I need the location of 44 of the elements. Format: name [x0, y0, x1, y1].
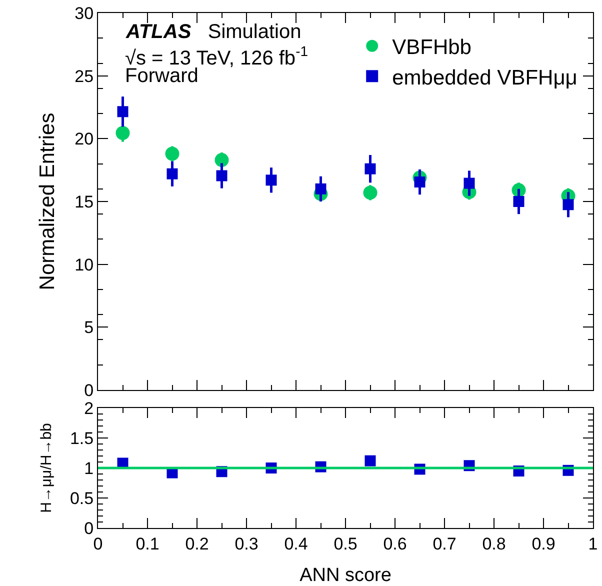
point — [117, 106, 128, 118]
point — [513, 196, 524, 207]
point — [166, 168, 178, 180]
x-axis-title: ANN score — [300, 565, 392, 586]
point — [562, 199, 574, 210]
point — [214, 153, 229, 168]
y-tick-label: 0 — [84, 518, 94, 538]
point — [315, 183, 326, 194]
y-tick-label: 5 — [84, 318, 94, 338]
x-tick-label: 0.8 — [482, 534, 506, 554]
point — [414, 176, 426, 188]
legend-label: VBFHbb — [392, 36, 472, 60]
y-tick-label: 30 — [74, 4, 94, 23]
y-tick-label: 2 — [84, 398, 94, 418]
x-tick-label: 0.7 — [432, 534, 456, 554]
y-tick-label: 1.5 — [70, 428, 94, 448]
x-tick-label: 0.1 — [136, 534, 160, 554]
x-tick-label: 0.3 — [234, 534, 258, 554]
x-tick-label: 0.4 — [284, 534, 308, 554]
point — [216, 170, 228, 182]
point — [266, 174, 277, 186]
x-tick-label: 0.2 — [185, 534, 209, 554]
y-axis-title: Normalized Entries — [36, 112, 59, 290]
point — [364, 455, 376, 466]
x-tick-label: 1 — [588, 534, 598, 554]
y-axis-title: H→μμ/H→bb — [38, 423, 56, 513]
x-tick-label: 0.9 — [532, 534, 556, 554]
y-tick-label: 10 — [74, 255, 94, 274]
y-tick-label: 0.5 — [70, 488, 94, 508]
x-tick-label: 0.6 — [383, 534, 407, 554]
point — [165, 146, 180, 161]
y-tick-label: 20 — [74, 130, 94, 149]
y-tick-label: 1 — [84, 458, 94, 478]
point — [116, 126, 130, 140]
annotation: Forward — [125, 65, 198, 87]
y-tick-label: 25 — [74, 66, 94, 86]
y-tick-label: 0 — [84, 380, 94, 400]
point — [363, 186, 378, 200]
y-tick-label: 15 — [74, 192, 94, 212]
annotation: ATLAS Simulation — [125, 21, 302, 43]
point — [464, 178, 475, 189]
point — [364, 163, 376, 174]
legend-label: embedded VBFHμμ — [392, 66, 578, 90]
x-tick-label: 0.5 — [334, 534, 358, 554]
